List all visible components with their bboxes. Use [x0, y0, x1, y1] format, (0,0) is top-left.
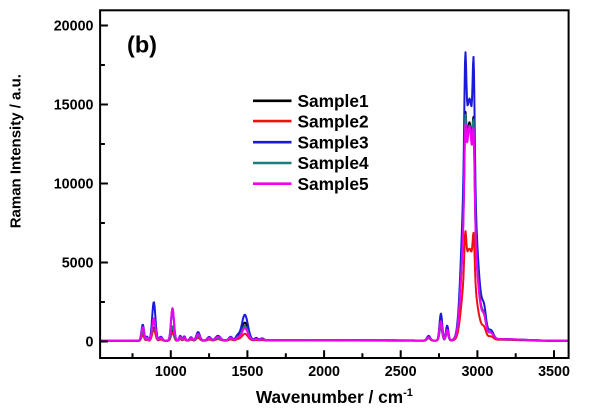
svg-text:Sample4: Sample4 — [298, 153, 369, 173]
svg-text:0: 0 — [86, 335, 94, 351]
svg-text:(b): (b) — [127, 31, 157, 57]
svg-text:1000: 1000 — [155, 364, 187, 380]
svg-text:3000: 3000 — [461, 364, 493, 380]
svg-text:Raman Intensity / a.u.: Raman Intensity / a.u. — [8, 74, 25, 228]
svg-text:Wavenumber / cm-1: Wavenumber / cm-1 — [256, 387, 413, 407]
svg-text:2500: 2500 — [385, 364, 417, 380]
svg-text:2000: 2000 — [308, 364, 340, 380]
svg-text:Sample1: Sample1 — [298, 91, 369, 111]
svg-text:1500: 1500 — [231, 364, 263, 380]
svg-text:Sample2: Sample2 — [298, 111, 369, 131]
svg-text:10000: 10000 — [54, 177, 94, 193]
svg-text:3500: 3500 — [538, 364, 570, 380]
svg-text:Sample5: Sample5 — [298, 174, 369, 194]
svg-text:5000: 5000 — [62, 256, 94, 272]
svg-text:20000: 20000 — [54, 19, 94, 35]
svg-text:Sample3: Sample3 — [298, 132, 369, 152]
svg-text:15000: 15000 — [54, 98, 94, 114]
